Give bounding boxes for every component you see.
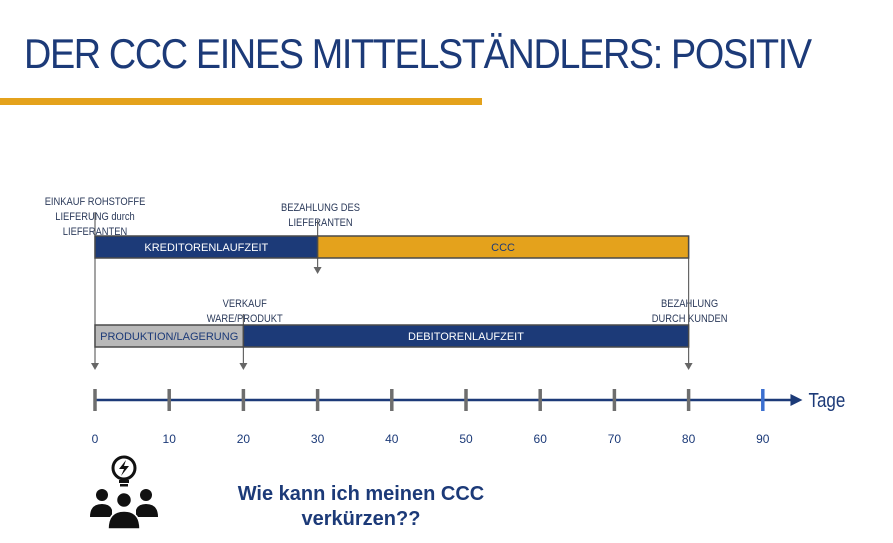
guide-arrow-purchase-head [91,363,99,370]
bar-ccc [316,235,690,259]
axis-tick-label-30: 30 [311,432,325,446]
team-idea-icon [86,455,162,531]
guide-arrow-customer-payment-head [684,363,693,370]
axis-tick-label-80: 80 [682,432,696,446]
axis-tick-label-90: 90 [756,432,770,446]
axis-tick-label-60: 60 [534,432,548,446]
bar-debitorenlaufzeit [242,324,690,348]
title-underline [0,98,482,105]
question-text: Wie kann ich meinen CCC verkürzen?? [237,483,485,530]
bar-label-2: PRODUKTION/LAGERUNG [100,331,238,343]
axis-tick-label-10: 10 [163,432,177,446]
axis-tick-label-50: 50 [459,432,473,446]
page-title: DER CCC EINES MITTELSTÄNDLERS: POSITIV [24,30,812,77]
time-axis-label: Tage [808,389,845,412]
axis-tick-label-0: 0 [92,432,99,446]
guide-arrow-sale-head [239,363,248,370]
time-axis-arrow [790,394,803,406]
bar-label-1: CCC [491,242,515,254]
bar-label-0: KREDITORENLAUFZEIT [144,242,268,254]
bar-label-3: DEBITORENLAUFZEIT [408,331,524,343]
axis-tick-label-20: 20 [237,432,251,446]
axis-tick-label-70: 70 [608,432,622,446]
annotation-supplier-payment: BEZAHLUNG DES LIEFERANTEN [280,202,360,229]
axis-tick-label-40: 40 [385,432,399,446]
annotation-sale: VERKAUF WARE/PRODUKT [206,298,284,325]
annotation-customer-payment: BEZAHLUNG DURCH KUNDEN [652,298,728,325]
guide-arrow-supplier-payment-head [313,267,322,274]
